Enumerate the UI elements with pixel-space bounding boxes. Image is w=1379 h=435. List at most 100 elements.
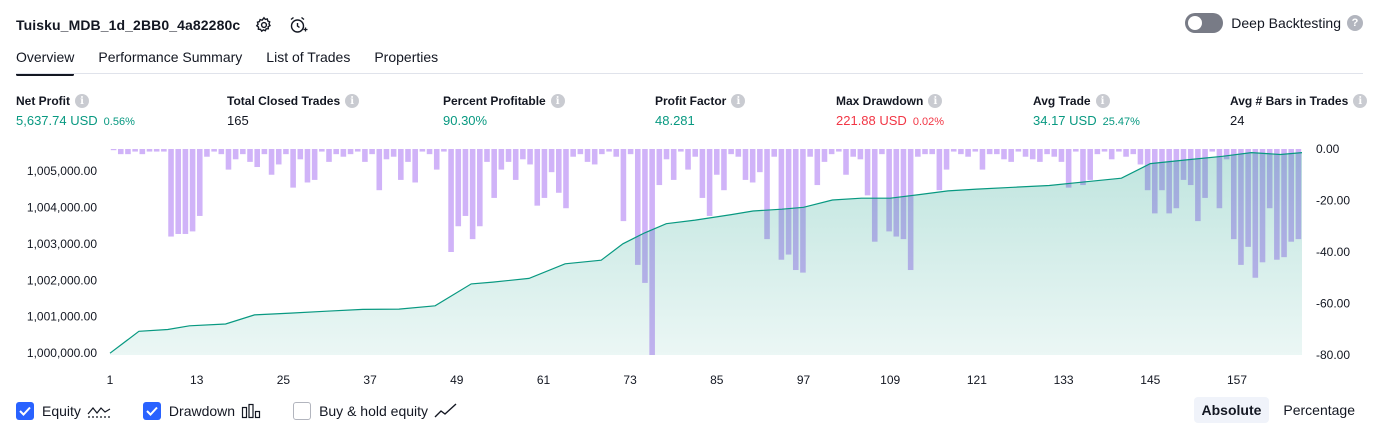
drawdown-bar [527,149,533,165]
x-axis-tick-label: 85 [710,373,724,387]
drawdown-bar [283,149,289,155]
info-icon[interactable]: i [1353,94,1368,108]
info-icon[interactable]: i [75,94,89,108]
drawdown-bar [153,149,160,152]
drawdown-bar [584,149,591,162]
x-axis-tick-label: 61 [537,373,551,387]
drawdown-bar [1044,149,1050,155]
metric-value: 48.281 [655,113,695,128]
x-axis: 1 13 25 37 49 61 73 85 97 109 121 133 145 157 [107,373,1248,387]
drawdown-bar [606,149,612,152]
info-icon[interactable]: i [550,94,565,108]
drawdown-bar [893,149,900,237]
info-icon[interactable]: i [731,94,746,108]
legend-label: Equity [42,403,81,419]
info-icon[interactable]: i [345,94,360,108]
drawdown-bar [139,149,146,155]
legend-equity[interactable]: Equity [16,402,111,420]
drawdown-bar [965,149,971,157]
chart-legend: Equity Drawdown Buy & hold equity [16,400,490,422]
drawdown-bar [376,149,383,191]
strategy-header: Tuisku_MDB_1d_2BB0_4a82280c [16,14,308,36]
drawdown-bar [117,149,124,155]
drawdown-bar [1058,149,1065,162]
drawdown-bar [670,149,677,180]
drawdown-bar [1116,149,1122,152]
legend-buy-hold[interactable]: Buy & hold equity [293,402,458,420]
info-icon[interactable]: i [1095,94,1110,108]
drawdown-bar [713,149,720,175]
absolute-button[interactable]: Absolute [1193,397,1270,423]
question-icon[interactable]: ? [1347,15,1363,31]
drawdown-bar [814,149,821,186]
left-axis-tick-label: 1,002,000.00 [27,273,97,287]
drawdown-bar [419,149,426,152]
x-axis-tick-label: 133 [1054,373,1074,387]
metric-label: Max Drawdown [836,94,924,108]
equity-series [109,151,1303,355]
gear-icon[interactable] [254,15,274,35]
drawdown-bar [462,149,469,216]
value-mode-switch: Absolute Percentage [1188,397,1364,423]
metric-sub-value: 0.02% [912,116,945,128]
left-axis-tick-label: 1,000,000.00 [27,346,97,360]
equity-drawdown-chart[interactable]: 1,000,000.00 1,001,000.00 1,002,000.00 1,00… [0,140,1379,390]
drawdown-bar [591,149,598,165]
tabs-divider [16,73,1363,74]
metric-label: Net Profit [16,94,70,108]
metric-total-closed-trades: Total Closed Trades i 165 [227,94,360,128]
drawdown-bar [146,149,153,152]
percentage-button[interactable]: Percentage [1283,402,1355,418]
deep-backtesting-control: Deep Backtesting ? [1185,13,1363,33]
tab-performance-summary[interactable]: Performance Summary [98,49,243,65]
drawdown-bar [871,149,878,242]
drawdown-bar [749,149,756,183]
tab-overview[interactable]: Overview [16,44,75,76]
left-axis-tick-label: 1,004,000.00 [27,200,97,214]
drawdown-bar [247,149,253,162]
drawdown-checkbox[interactable] [142,402,161,420]
drawdown-bar [261,149,268,155]
drawdown-bar [692,149,699,157]
drawdown-bar [132,149,138,152]
drawdown-bar [512,149,519,180]
drawdown-bar [821,149,828,162]
right-axis-tick-label: 0.00 [1316,142,1340,156]
tab-list-of-trades[interactable]: List of Trades [266,49,351,65]
drawdown-bar [340,149,347,157]
drawdown-bar [771,149,778,157]
alarm-add-icon[interactable] [288,15,308,35]
drawdown-bar [642,149,648,283]
drawdown-bar [196,149,203,216]
metric-value: 24 [1230,113,1245,128]
drawdown-bar [505,149,512,162]
metric-profit-factor: Profit Factor i 48.281 [655,94,746,128]
drawdown-bar [405,149,411,162]
drawdown-bar [1008,149,1014,162]
info-icon[interactable]: i [928,94,943,108]
equity-line-icon [87,403,111,419]
drawdown-bar [232,149,239,160]
drawdown-bar [627,149,634,155]
drawdown-bar [225,149,232,170]
left-axis-tick-label: 1,001,000.00 [27,310,97,324]
metric-percent-profitable: Percent Profitable i 90.30% [443,94,565,128]
drawdown-bar [994,149,1000,155]
drawdown-bar [218,149,225,155]
drawdown-bar [254,149,260,168]
tab-bar: Overview Performance Summary List of Tra… [16,44,462,76]
legend-drawdown[interactable]: Drawdown [142,402,261,420]
drawdown-bar [742,149,749,180]
equity-line [109,151,1303,354]
drawdown-bar [161,149,167,152]
drawdown-bar [398,149,404,180]
buy-hold-checkbox[interactable] [293,402,312,420]
metric-avg-trade: Avg Trade i 34.17 USD 25.47% [1033,94,1140,128]
metric-label: Avg Trade [1033,94,1091,108]
equity-checkbox[interactable] [16,402,34,420]
deep-backtesting-toggle[interactable] [1185,13,1224,33]
tab-properties[interactable]: Properties [374,49,439,65]
drawdown-bar [1080,149,1086,186]
left-axis-tick-label: 1,005,000.00 [27,164,97,178]
drawdown-bar [1087,149,1093,180]
